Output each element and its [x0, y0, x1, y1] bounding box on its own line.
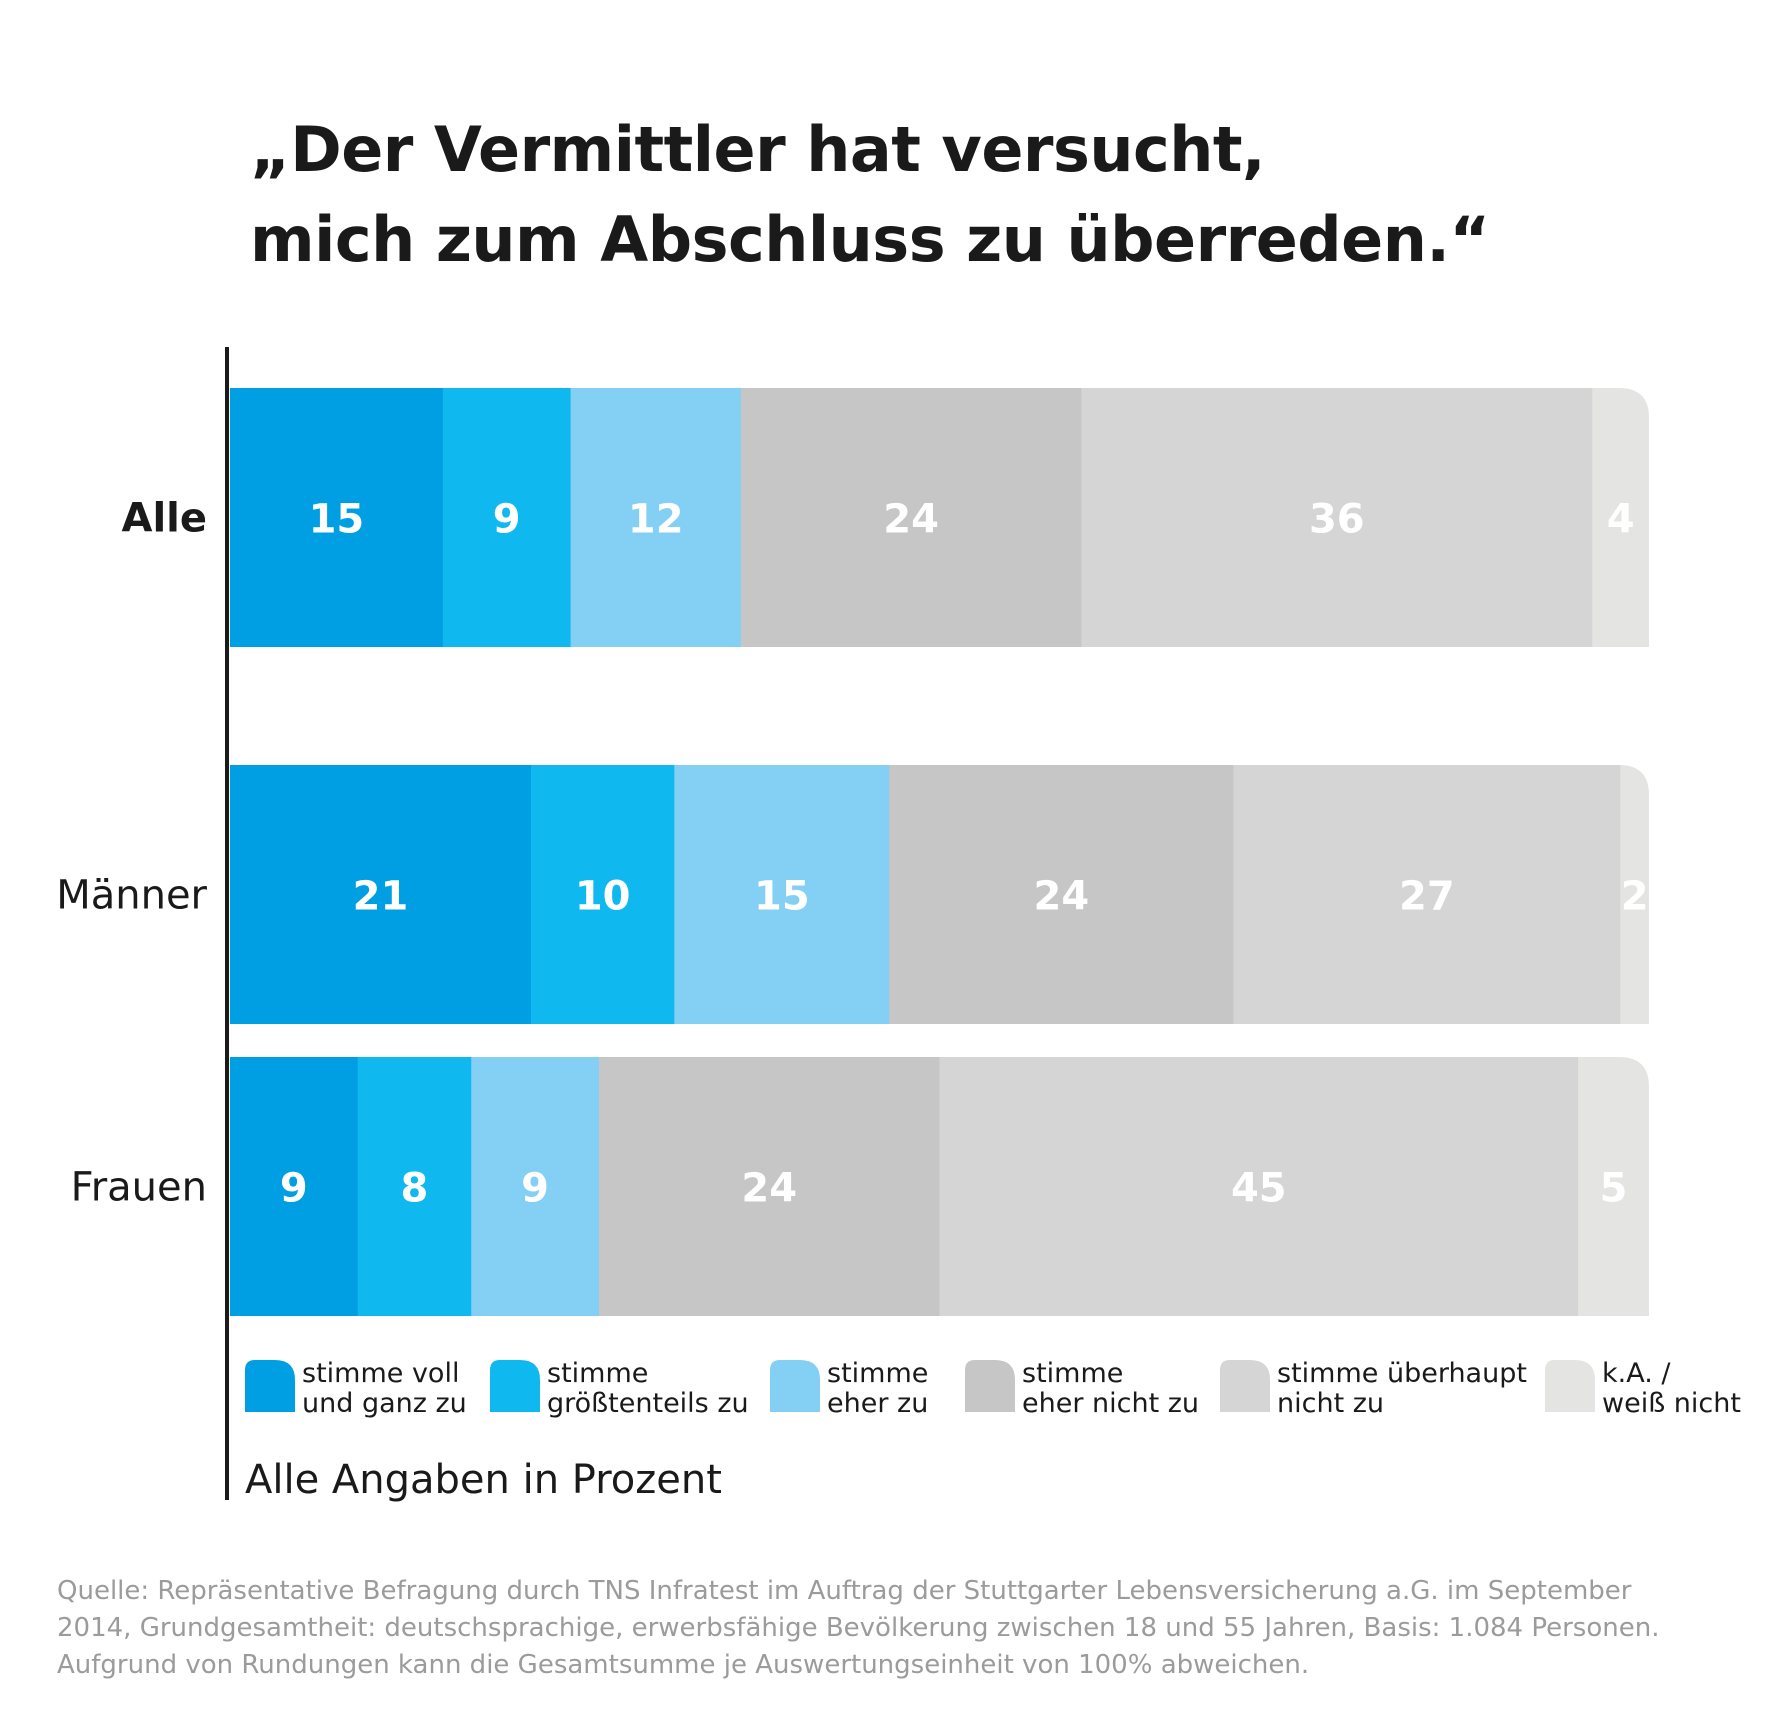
bar-segment — [1592, 388, 1649, 647]
legend-label: stimme — [1022, 1358, 1123, 1389]
bar-segment — [1233, 765, 1621, 1024]
legend-label: eher nicht zu — [1022, 1388, 1199, 1419]
legend-label: stimme voll — [302, 1358, 459, 1389]
data-label: 15 — [754, 874, 810, 920]
data-label: 8 — [401, 1166, 429, 1212]
data-label: 45 — [1231, 1166, 1287, 1212]
bar-segment — [598, 1057, 941, 1316]
bar-segment — [357, 1057, 472, 1316]
category-label-alle: Alle — [121, 496, 207, 542]
category-label-frauen: Frauen — [71, 1165, 207, 1211]
bar-segment — [1619, 765, 1649, 1024]
data-label: 36 — [1309, 497, 1365, 543]
chart-title-line-1: „Der Vermittler hat versucht, — [250, 113, 1266, 186]
bars-layer: Alle 15 9 12 24 36 4 Männer 21 10 15 24 27 2 Frauen 9 8 9… — [56, 388, 1649, 1316]
bar-row-alle: Alle 15 9 12 24 36 4 — [121, 388, 1649, 647]
data-label: 12 — [628, 497, 684, 543]
source-note: Quelle: Repräsentative Befragung durch T… — [57, 1576, 1660, 1680]
legend-label: k.A. / — [1602, 1358, 1671, 1389]
data-label: 9 — [280, 1166, 308, 1212]
data-label: 24 — [883, 497, 939, 543]
legend-label: nicht zu — [1277, 1388, 1384, 1419]
legend-swatch — [965, 1360, 1015, 1412]
bar-segment — [531, 765, 675, 1024]
bar-segment — [740, 388, 1082, 647]
chart-title: „Der Vermittler hat versucht, mich zum A… — [250, 105, 1550, 285]
bar-segment — [230, 765, 532, 1024]
data-label: 15 — [309, 497, 365, 543]
legend-label: stimme überhaupt — [1277, 1358, 1527, 1389]
legend-swatch — [490, 1360, 540, 1412]
legend-swatch — [245, 1360, 295, 1412]
bar-segment — [471, 1057, 600, 1316]
legend-label: stimme — [827, 1358, 928, 1389]
bar-row-maenner: Männer 21 10 15 24 27 2 — [56, 765, 1649, 1024]
bar-segment — [442, 388, 572, 647]
data-label: 27 — [1399, 874, 1455, 920]
bar-segment — [230, 388, 444, 647]
data-label: 21 — [353, 874, 409, 920]
unit-note: Alle Angaben in Prozent — [245, 1457, 722, 1503]
legend-label: eher zu — [827, 1388, 928, 1419]
data-label: 24 — [1033, 874, 1089, 920]
bar-segment — [939, 1057, 1579, 1316]
legend-swatch — [1220, 1360, 1270, 1412]
bar-segment — [570, 388, 742, 647]
legend-swatch — [770, 1360, 820, 1412]
legend-swatch — [1545, 1360, 1595, 1412]
data-label: 24 — [741, 1166, 797, 1212]
data-label: 10 — [575, 874, 631, 920]
legend-label: stimme — [547, 1358, 648, 1389]
data-label: 2 — [1621, 874, 1649, 920]
data-label: 5 — [1600, 1166, 1628, 1212]
legend-label: weiß nicht — [1602, 1388, 1741, 1419]
data-label: 4 — [1607, 497, 1635, 543]
bar-row-frauen: Frauen 9 8 9 24 45 5 — [71, 1057, 1649, 1316]
legend-label: und ganz zu — [302, 1388, 467, 1419]
category-label-maenner: Männer — [56, 873, 207, 919]
bar-segment — [1578, 1057, 1649, 1316]
bar-segment — [1081, 388, 1593, 647]
data-label: 9 — [521, 1166, 549, 1212]
bar-segment — [889, 765, 1234, 1024]
legend-item: k.A. /weiß nicht — [1545, 1358, 1741, 1419]
bar-segment — [230, 1057, 359, 1316]
legend-label: größtenteils zu — [547, 1388, 749, 1419]
bar-segment — [674, 765, 890, 1024]
data-label: 9 — [493, 497, 521, 543]
chart-title-line-2: mich zum Abschluss zu überreden.“ — [250, 203, 1490, 276]
